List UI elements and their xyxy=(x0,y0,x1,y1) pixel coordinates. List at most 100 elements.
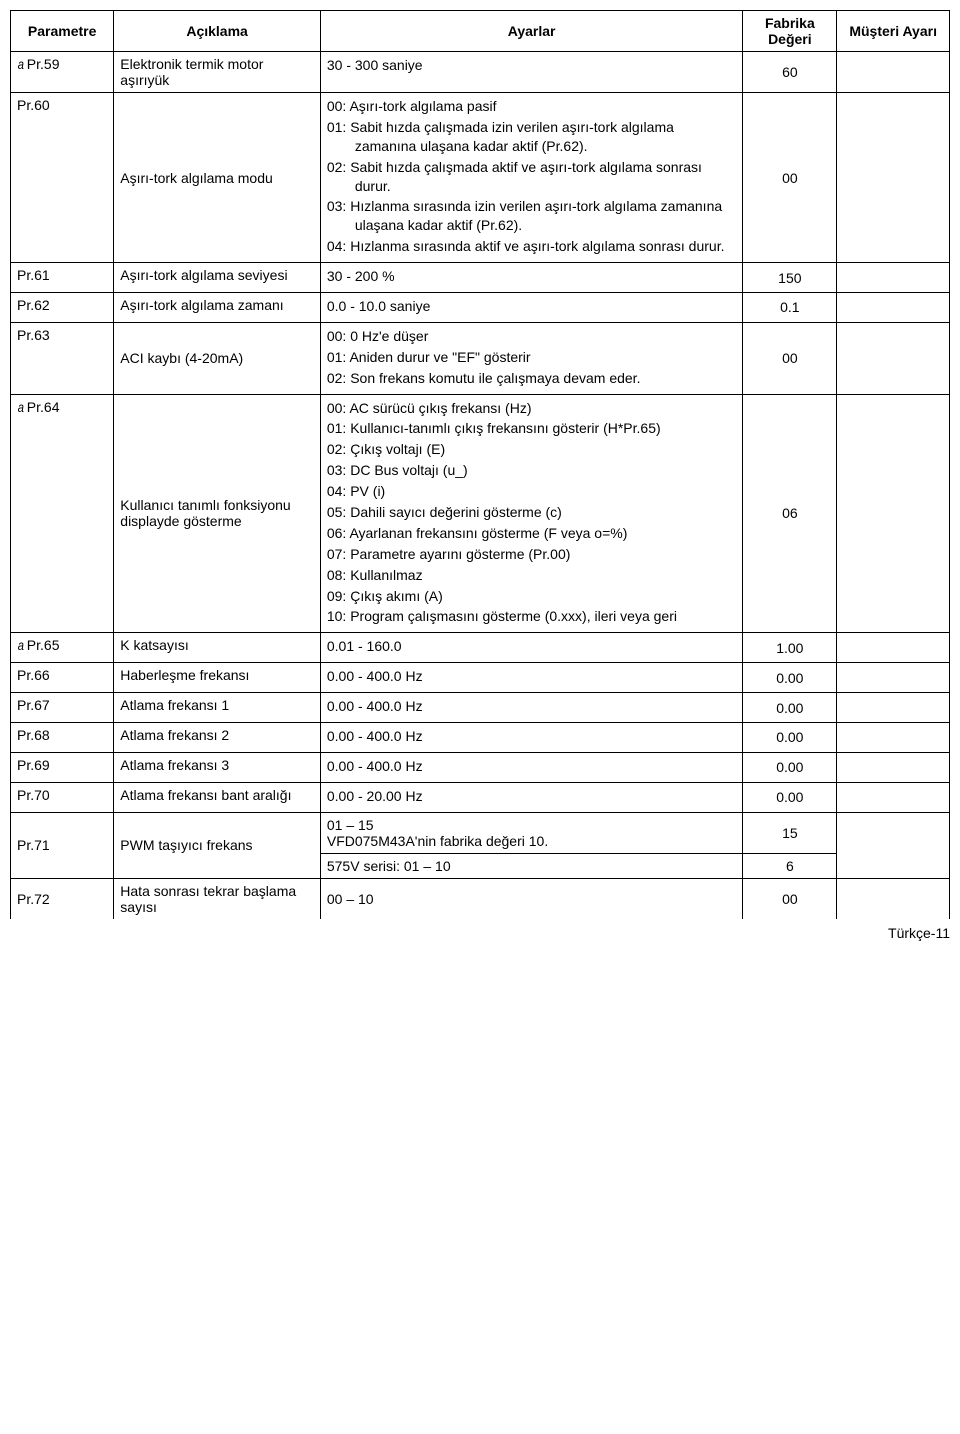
settings-line: 03: Hızlanma sırasında izin verilen aşır… xyxy=(327,197,737,235)
settings-cell: 30 - 300 saniye xyxy=(320,52,743,93)
param-label: Pr.68 xyxy=(17,727,50,743)
factory-cell: 00 xyxy=(743,93,837,263)
table-row: Pr.71PWM taşıyıcı frekans01 – 15VFD075M4… xyxy=(11,812,950,853)
header-desc: Açıklama xyxy=(114,11,321,52)
factory-cell: 00 xyxy=(743,878,837,919)
factory-cell: 0.00 xyxy=(743,693,837,723)
settings-line: 02: Sabit hızda çalışmada aktif ve aşırı… xyxy=(327,158,737,196)
settings-line: 04: PV (i) xyxy=(327,482,737,501)
param-label: Pr.64 xyxy=(27,399,60,415)
settings-line: 01: Kullanıcı-tanımlı çıkış frekansını g… xyxy=(327,419,737,438)
header-param: Parametre xyxy=(11,11,114,52)
param-label: Pr.66 xyxy=(17,667,50,683)
table-row: Pr.68 Atlama frekansı 2 0.00 - 400.0 Hz 0.0… xyxy=(11,723,950,753)
desc-cell: PWM taşıyıcı frekans xyxy=(114,812,321,878)
param-cell: Pr.63 xyxy=(11,322,114,394)
customer-cell xyxy=(837,263,950,293)
factory-cell: 0.00 xyxy=(743,723,837,753)
settings-line: 0.00 - 400.0 Hz xyxy=(327,757,737,776)
param-cell: Pr.68 xyxy=(11,723,114,753)
factory-cell: 60 xyxy=(743,52,837,93)
settings-line: 0.00 - 400.0 Hz xyxy=(327,667,737,686)
table-row: aPr.64 Kullanıcı tanımlı fonksiyonu displ… xyxy=(11,394,950,633)
desc-cell: Elektronik termik motor aşırıyük xyxy=(114,52,321,93)
factory-cell: 0.1 xyxy=(743,293,837,323)
param-label: Pr.62 xyxy=(17,297,50,313)
bolt-icon: a xyxy=(18,399,24,415)
settings-cell: 00: AC sürücü çıkış frekansı (Hz)01: Kul… xyxy=(320,394,743,633)
settings-cell: 0.00 - 400.0 Hz xyxy=(320,663,743,693)
customer-cell xyxy=(837,782,950,812)
factory-cell: 15 xyxy=(743,812,837,853)
desc-cell: Atlama frekansı 1 xyxy=(114,693,321,723)
settings-line: 04: Hızlanma sırasında aktif ve aşırı-to… xyxy=(327,237,737,256)
header-settings: Ayarlar xyxy=(320,11,743,52)
param-cell: Pr.69 xyxy=(11,752,114,782)
param-cell: Pr.72 xyxy=(11,878,114,919)
table-row: aPr.65K katsayısı0.01 - 160.01.00 xyxy=(11,633,950,663)
settings-line: 00: 0 Hz'e düşer xyxy=(327,327,737,346)
settings-line: 30 - 200 % xyxy=(327,267,737,286)
factory-cell: 0.00 xyxy=(743,752,837,782)
table-row: Pr.61Aşırı-tork algılama seviyesi 30 - 20… xyxy=(11,263,950,293)
desc-cell: Hata sonrası tekrar başlama sayısı xyxy=(114,878,321,919)
customer-cell xyxy=(837,693,950,723)
customer-cell xyxy=(837,878,950,919)
param-cell: Pr.60 xyxy=(11,93,114,263)
param-label: Pr.60 xyxy=(17,97,50,113)
table-row: Pr.72Hata sonrası tekrar başlama sayısı 0… xyxy=(11,878,950,919)
customer-cell xyxy=(837,812,950,878)
table-row: Pr.62Aşırı-tork algılama zamanı0.0 - 10.… xyxy=(11,293,950,323)
table-row: Pr.66 Haberleşme frekansı 0.00 - 400.0 Hz 0… xyxy=(11,663,950,693)
param-label: Pr.65 xyxy=(27,637,60,653)
factory-cell: 1.00 xyxy=(743,633,837,663)
factory-cell: 0.00 xyxy=(743,663,837,693)
param-cell: Pr.71 xyxy=(11,812,114,878)
desc-cell: Atlama frekansı 2 xyxy=(114,723,321,753)
settings-line: 01: Aniden durur ve "EF" gösterir xyxy=(327,348,737,367)
bolt-icon: a xyxy=(18,637,24,653)
table-row: Pr.63ACI kaybı (4-20mA)00: 0 Hz'e düşer0… xyxy=(11,322,950,394)
customer-cell xyxy=(837,93,950,263)
settings-line: 09: Çıkış akımı (A) xyxy=(327,587,737,606)
settings-line: 01: Sabit hızda çalışmada izin verilen a… xyxy=(327,118,737,156)
desc-cell: Atlama frekansı 3 xyxy=(114,752,321,782)
settings-line: VFD075M43A'nin fabrika değeri 10. xyxy=(327,833,737,849)
table-row: Pr.60Aşırı-tork algılama modu00: Aşırı-t… xyxy=(11,93,950,263)
settings-cell: 0.00 - 400.0 Hz xyxy=(320,723,743,753)
param-cell: Pr.66 xyxy=(11,663,114,693)
customer-cell xyxy=(837,752,950,782)
desc-cell: Aşırı-tork algılama seviyesi xyxy=(114,263,321,293)
table-row: Pr.67Atlama frekansı 10.00 - 400.0 Hz0.0… xyxy=(11,693,950,723)
param-label: Pr.67 xyxy=(17,697,50,713)
header-row: Parametre Açıklama Ayarlar Fabrika Değer… xyxy=(11,11,950,52)
factory-cell: 00 xyxy=(743,322,837,394)
desc-cell: Kullanıcı tanımlı fonksiyonu displayde g… xyxy=(114,394,321,633)
header-customer: Müşteri Ayarı xyxy=(837,11,950,52)
factory-cell: 6 xyxy=(743,853,837,878)
param-cell: Pr.61 xyxy=(11,263,114,293)
settings-cell: 575V serisi: 01 – 10 xyxy=(320,853,743,878)
param-cell: Pr.67 xyxy=(11,693,114,723)
factory-cell: 150 xyxy=(743,263,837,293)
settings-line: 08: Kullanılmaz xyxy=(327,566,737,585)
param-cell: aPr.65 xyxy=(11,633,114,663)
settings-line: 02: Çıkış voltajı (E) xyxy=(327,440,737,459)
settings-cell: 0.00 - 20.00 Hz xyxy=(320,782,743,812)
parameter-table: Parametre Açıklama Ayarlar Fabrika Değer… xyxy=(10,10,950,919)
desc-cell: Atlama frekansı bant aralığı xyxy=(114,782,321,812)
settings-line: 0.00 - 400.0 Hz xyxy=(327,727,737,746)
settings-line: 00: Aşırı-tork algılama pasif xyxy=(327,97,737,116)
bolt-icon: a xyxy=(18,56,24,72)
customer-cell xyxy=(837,52,950,93)
settings-line: 0.01 - 160.0 xyxy=(327,637,737,656)
desc-cell: Haberleşme frekansı xyxy=(114,663,321,693)
settings-cell: 30 - 200 % xyxy=(320,263,743,293)
factory-cell: 06 xyxy=(743,394,837,633)
param-cell: Pr.70 xyxy=(11,782,114,812)
desc-cell: Aşırı-tork algılama zamanı xyxy=(114,293,321,323)
settings-cell: 0.00 - 400.0 Hz xyxy=(320,752,743,782)
customer-cell xyxy=(837,293,950,323)
customer-cell xyxy=(837,723,950,753)
param-label: Pr.63 xyxy=(17,327,50,343)
